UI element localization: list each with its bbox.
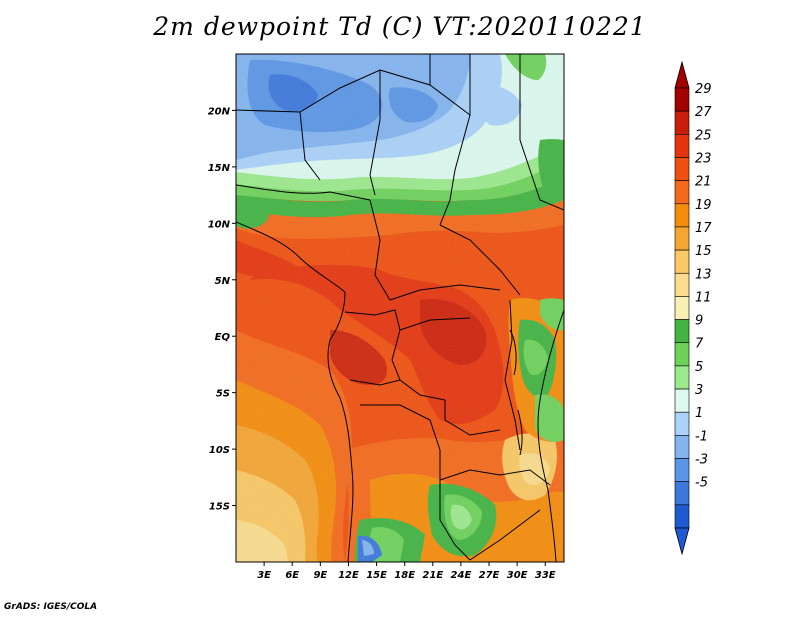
colorbar-label: 13: [695, 267, 712, 282]
map-title: 2m dewpoint Td (C) VT:2020110221: [153, 12, 647, 41]
colorbar-label: 7: [695, 337, 704, 352]
colorbar-label: 3: [695, 383, 703, 398]
map-frame: [235, 53, 565, 563]
lat-tick-label: 20N: [208, 106, 231, 117]
colorbar-segment: [674, 411, 690, 436]
lat-tick-label: 10S: [209, 445, 230, 456]
colorbar-segment: [674, 249, 690, 274]
colorbar-label: 25: [695, 128, 712, 143]
colorbar-label: 23: [695, 151, 712, 166]
lon-tick-label: 27E: [479, 570, 500, 581]
lon-tick-label: 24E: [451, 570, 472, 581]
lon-tick-label: 30E: [507, 570, 528, 581]
colorbar-segment: [674, 272, 690, 297]
colorbar-label: 11: [695, 290, 712, 305]
colorbar-label: 1: [695, 406, 703, 421]
country-boundaries: [236, 54, 564, 562]
texture-overlay: [236, 54, 564, 562]
colorbar-label: 19: [695, 198, 712, 213]
colorbar-segment: [674, 458, 690, 482]
colorbar-label: -5: [695, 476, 708, 491]
colorbar-segment: [674, 481, 690, 506]
lon-tick-label: 33E: [535, 570, 556, 581]
colorbar-segment: [674, 226, 690, 251]
lon-tick-label: 6E: [285, 570, 299, 581]
colorbar-label: 29: [695, 82, 712, 97]
colorbar-label: 17: [695, 221, 712, 236]
colorbar-segment: [674, 157, 690, 181]
colorbar-label: 15: [695, 244, 712, 259]
colorbar-segment: [674, 342, 690, 367]
lat-tick-label: 15N: [208, 163, 231, 174]
colorbar: 29 27 25 23 21 19 17 15 13 11 9 7 5 3 1 -1 -3 -5: [674, 60, 712, 556]
colorbar-bottom-arrow: [674, 527, 690, 556]
colorbar-segment: [674, 87, 690, 112]
lat-tick-label: 10N: [208, 219, 231, 230]
colorbar-label: 5: [695, 360, 703, 375]
colorbar-segment: [674, 180, 690, 205]
colorbar-label: -1: [695, 429, 708, 444]
colorbar-label: 21: [695, 175, 712, 190]
colorbar-segment: [674, 134, 690, 158]
colorbar-top-arrow: [674, 60, 690, 89]
colorbar-segment: [674, 365, 690, 390]
colorbar-label: 9: [695, 314, 703, 329]
lon-tick-label: 9E: [313, 570, 327, 581]
lon-tick-label: 12E: [338, 570, 359, 581]
lon-tick-label: 21E: [422, 570, 443, 581]
lat-tick-label: 5S: [216, 389, 230, 400]
colorbar-segment: [674, 388, 690, 413]
lon-tick-label: 15E: [366, 570, 387, 581]
colorbar-segment: [674, 110, 690, 135]
longitude-axis: 3E 6E 9E 12E 15E 18E 21E 24E 27E 30E 33E: [257, 562, 556, 581]
lon-tick-label: 18E: [394, 570, 415, 581]
colorbar-label: -3: [695, 453, 708, 468]
colorbar-segment: [674, 203, 690, 228]
lat-tick-label: 15S: [209, 502, 230, 513]
colorbar-label: 27: [695, 105, 712, 120]
colorbar-segment: [674, 319, 690, 344]
lat-tick-label: EQ: [215, 332, 231, 343]
lon-tick-label: 3E: [257, 570, 271, 581]
colorbar-segment: [674, 296, 690, 320]
grads-credit: GrADS: IGES/COLA: [4, 602, 98, 612]
latitude-axis: 20N 15N 10N 5N EQ 5S 10S 15S: [208, 106, 236, 513]
lat-tick-label: 5N: [215, 276, 231, 287]
colorbar-segment: [674, 435, 690, 459]
colorbar-segment: [674, 504, 690, 529]
